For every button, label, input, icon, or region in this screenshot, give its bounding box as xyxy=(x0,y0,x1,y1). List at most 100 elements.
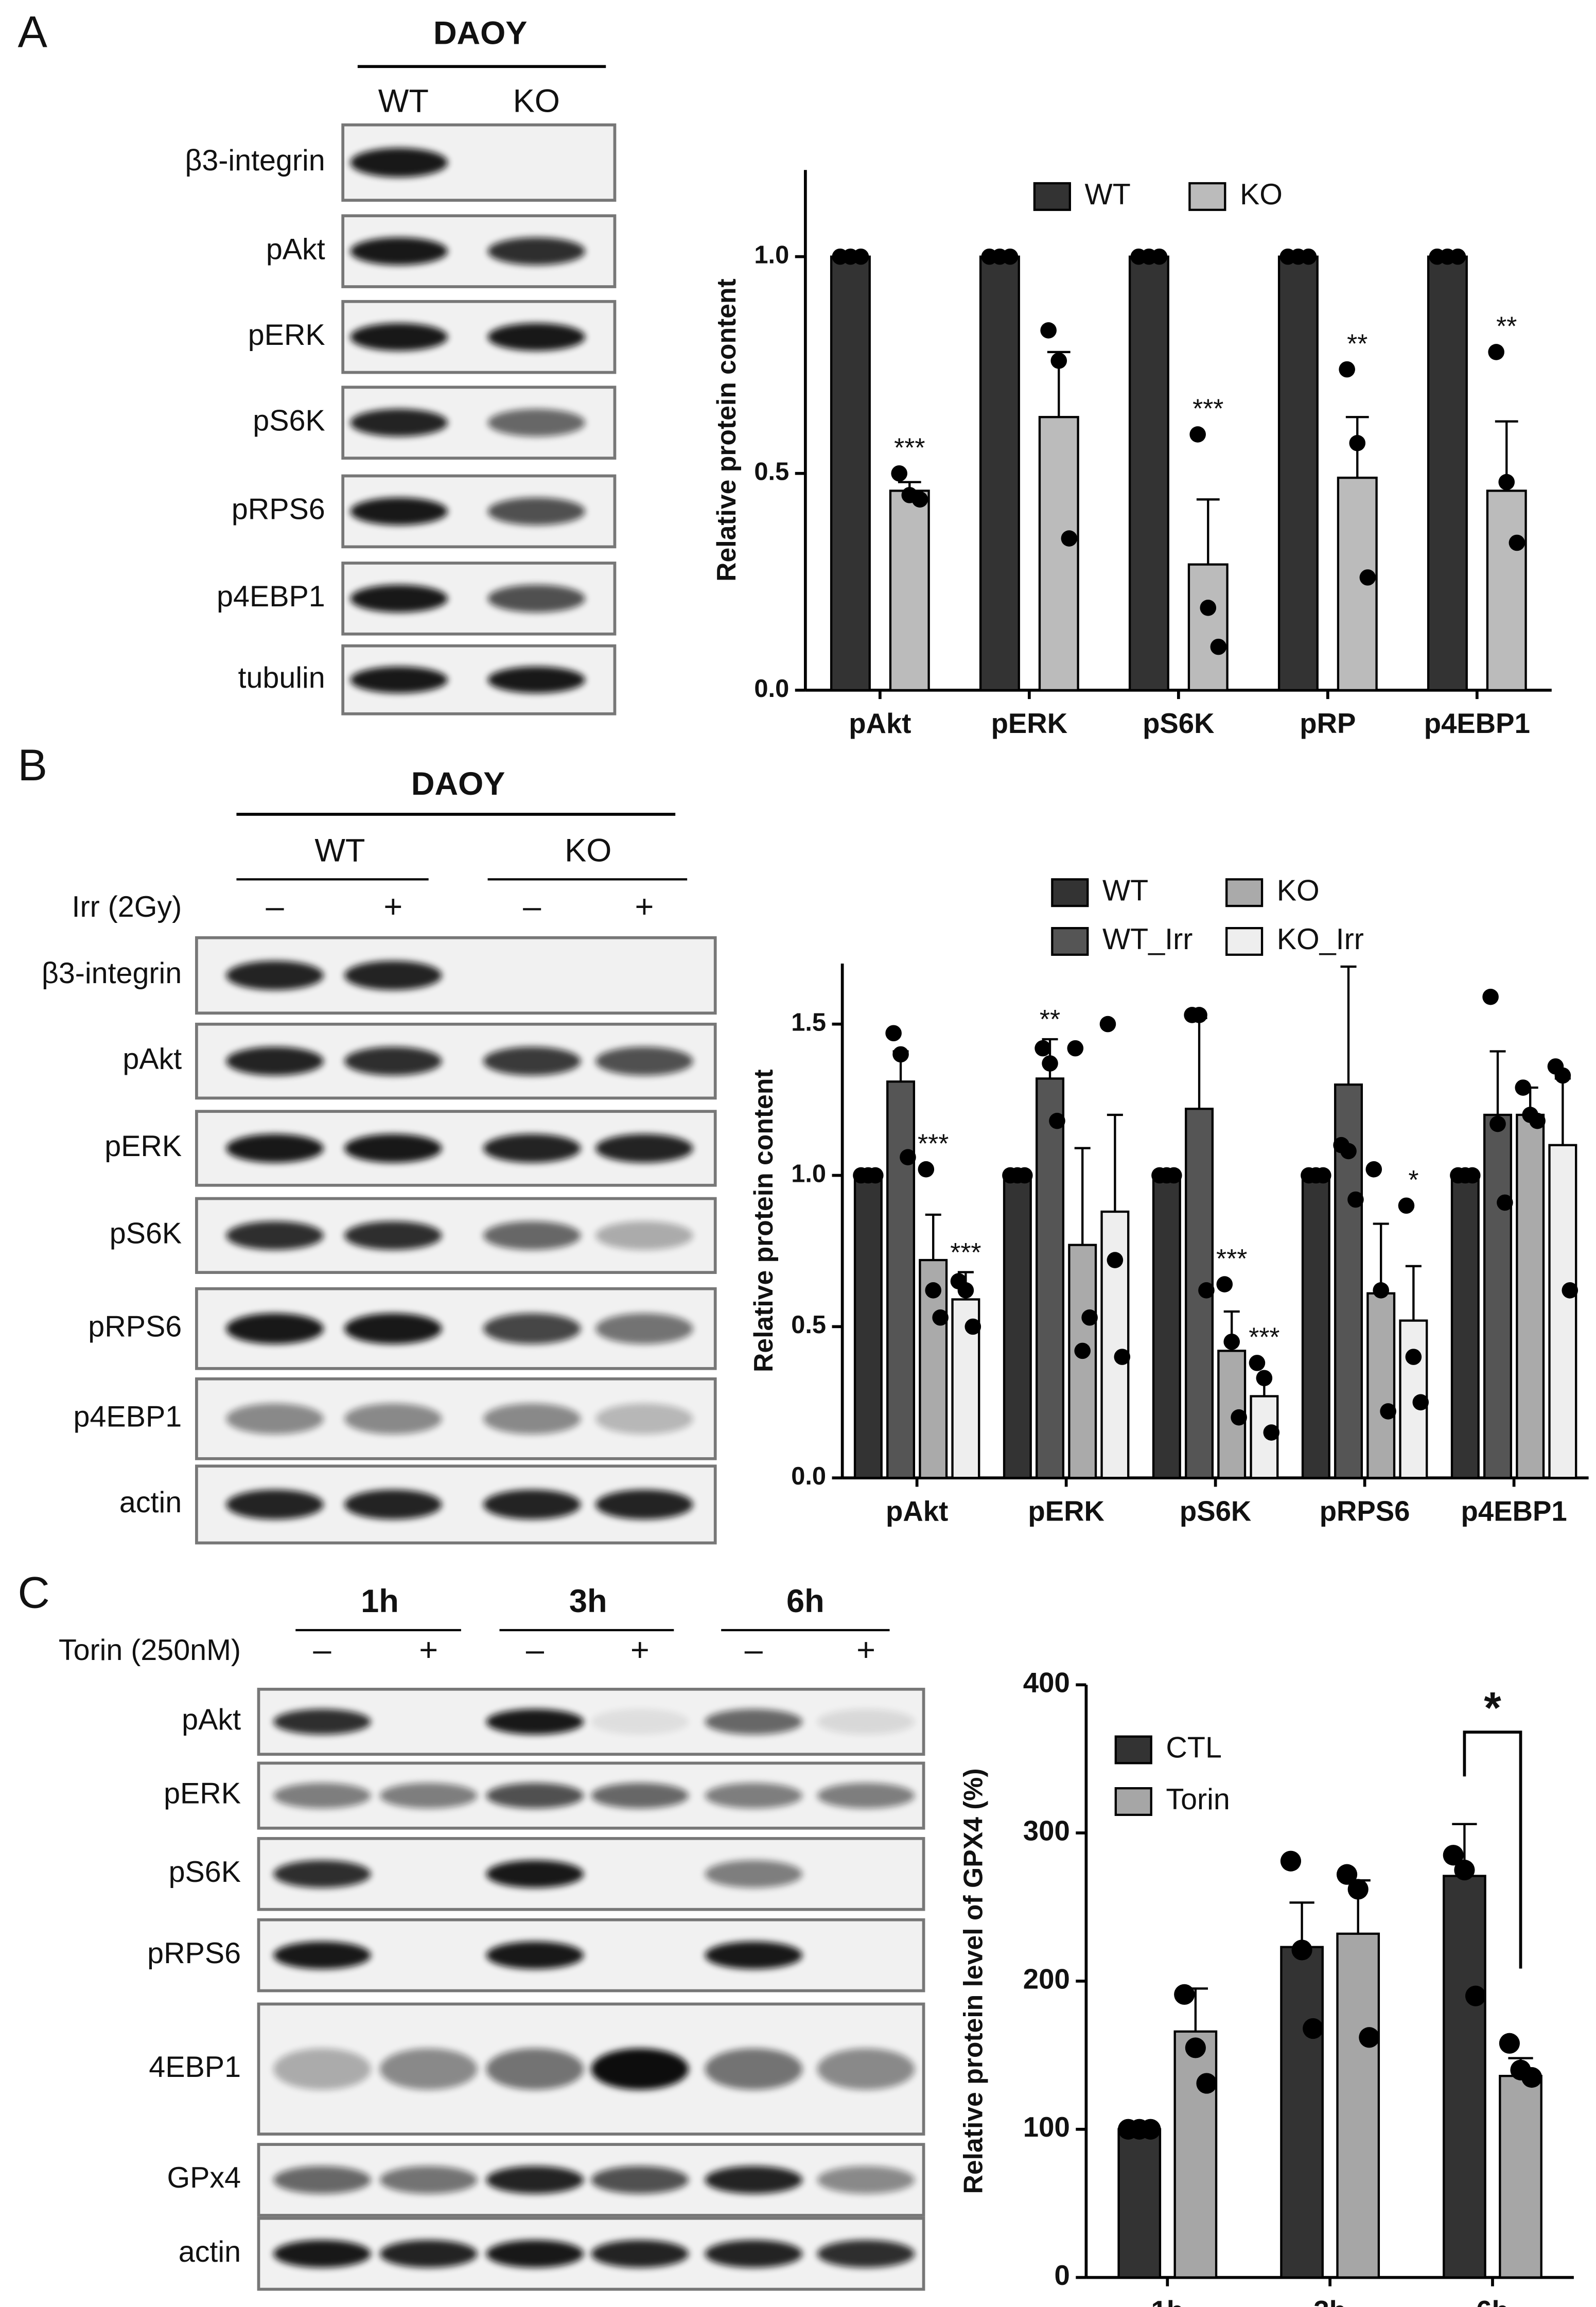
data-point xyxy=(1174,1984,1195,2005)
data-point xyxy=(1210,638,1227,655)
error-bar xyxy=(1107,1113,1123,1212)
bar xyxy=(1128,255,1169,692)
blot-band xyxy=(273,1941,371,1969)
data-point xyxy=(1151,248,1168,265)
data-point xyxy=(1497,1194,1513,1211)
blot-band xyxy=(350,323,448,351)
blot-box xyxy=(257,2002,925,2136)
blot-band xyxy=(483,1134,581,1163)
data-point xyxy=(1562,1282,1579,1299)
legend-swatch xyxy=(1051,927,1089,956)
sign: – xyxy=(266,888,285,924)
legend-label: WT xyxy=(1102,874,1148,907)
blot-band xyxy=(487,409,586,437)
blot-band xyxy=(350,666,448,693)
blot-band xyxy=(344,1403,442,1435)
data-point xyxy=(1373,1282,1389,1299)
x-tick-label: p4EBP1 xyxy=(1461,1496,1567,1527)
blot-band xyxy=(226,1046,324,1076)
data-point xyxy=(1521,2067,1542,2088)
bar xyxy=(1173,2030,1218,2279)
bar xyxy=(1038,416,1079,692)
data-point xyxy=(1280,1850,1302,1872)
data-point xyxy=(911,491,928,508)
bar xyxy=(1548,1144,1577,1479)
blot-band xyxy=(350,584,448,613)
legend-label: WT xyxy=(1085,178,1131,211)
row-label: pAkt xyxy=(122,1043,182,1076)
data-point xyxy=(1191,1007,1207,1023)
blot-band xyxy=(273,1860,371,1888)
data-point xyxy=(1231,1409,1247,1426)
x-tick-label: pS6K xyxy=(1180,1496,1251,1527)
blot-band xyxy=(379,2048,478,2090)
x-tick-label: pERK xyxy=(1028,1496,1104,1527)
y-tick-label: 0.0 xyxy=(791,1462,826,1490)
group-label: 1h xyxy=(361,1583,399,1619)
significance: ** xyxy=(1040,1004,1060,1034)
blot-band xyxy=(705,1941,803,1969)
y-axis-label: Relative protein content xyxy=(748,1069,778,1372)
data-point xyxy=(1412,1394,1429,1411)
error-bar xyxy=(1074,1147,1091,1245)
legend-swatch xyxy=(1225,927,1264,956)
significance: ** xyxy=(1347,328,1367,358)
bar xyxy=(1486,490,1527,692)
blot-band xyxy=(705,2166,803,2194)
significance: *** xyxy=(1192,394,1223,424)
bar xyxy=(1100,1210,1130,1479)
bar xyxy=(1152,1174,1181,1479)
x-tick-label: 3h xyxy=(1313,2295,1346,2307)
legend-swatch xyxy=(1114,1787,1152,1816)
blot-band xyxy=(483,1046,581,1076)
data-point xyxy=(1249,1355,1266,1371)
blot-band xyxy=(817,1782,915,1809)
bar xyxy=(1450,1174,1480,1479)
legend-swatch xyxy=(1114,1735,1152,1764)
data-point xyxy=(964,1318,981,1335)
data-point xyxy=(1216,1276,1233,1292)
bar xyxy=(1003,1174,1032,1479)
data-point xyxy=(891,465,907,482)
blot-band xyxy=(344,1313,442,1344)
y-tick-label: 0 xyxy=(1054,2260,1069,2291)
y-axis-label: Relative protein content xyxy=(711,278,741,582)
y-tick-label: 1.0 xyxy=(754,241,789,269)
blot-band xyxy=(344,1221,442,1250)
sign: + xyxy=(630,1632,650,1668)
sign: + xyxy=(419,1632,438,1668)
significance: *** xyxy=(1216,1244,1247,1273)
bar xyxy=(1483,1113,1513,1479)
row-label: tubulin xyxy=(238,661,325,694)
error-bar xyxy=(1340,965,1357,1085)
legend-label: WT_Irr xyxy=(1102,923,1192,956)
y-tick-label: 0.5 xyxy=(754,458,789,486)
row-label: pRPS6 xyxy=(88,1310,182,1343)
blot-band xyxy=(273,2240,371,2268)
blot-band xyxy=(486,1782,584,1809)
blot-band xyxy=(226,960,324,990)
significance: *** xyxy=(918,1128,949,1158)
y-tick-label: 1.5 xyxy=(791,1008,826,1036)
blot-band xyxy=(379,2166,478,2194)
treatment-label: Torin (250nM) xyxy=(59,1634,241,1667)
error-bar xyxy=(1489,1050,1506,1115)
data-point xyxy=(1489,1115,1506,1132)
blot-band xyxy=(226,1313,324,1344)
significance-bracket xyxy=(1463,1731,1522,1969)
data-point xyxy=(1488,344,1504,360)
x-tick-label: 6h xyxy=(1476,2295,1509,2307)
treatment-label: Irr (2Gy) xyxy=(72,890,182,923)
data-point xyxy=(925,1282,942,1299)
legend-label: KO xyxy=(1240,178,1283,211)
data-point xyxy=(892,1046,909,1063)
data-point xyxy=(1165,1167,1182,1184)
x-tick-label: pRPS6 xyxy=(1320,1496,1410,1527)
blot-band xyxy=(487,237,586,265)
blot-band xyxy=(486,2166,584,2194)
significance: *** xyxy=(950,1237,981,1267)
data-point xyxy=(1140,2119,1161,2140)
row-label: pRPS6 xyxy=(232,493,325,526)
y-tick-label: 200 xyxy=(1023,1963,1070,1995)
data-point xyxy=(1185,2037,1206,2058)
